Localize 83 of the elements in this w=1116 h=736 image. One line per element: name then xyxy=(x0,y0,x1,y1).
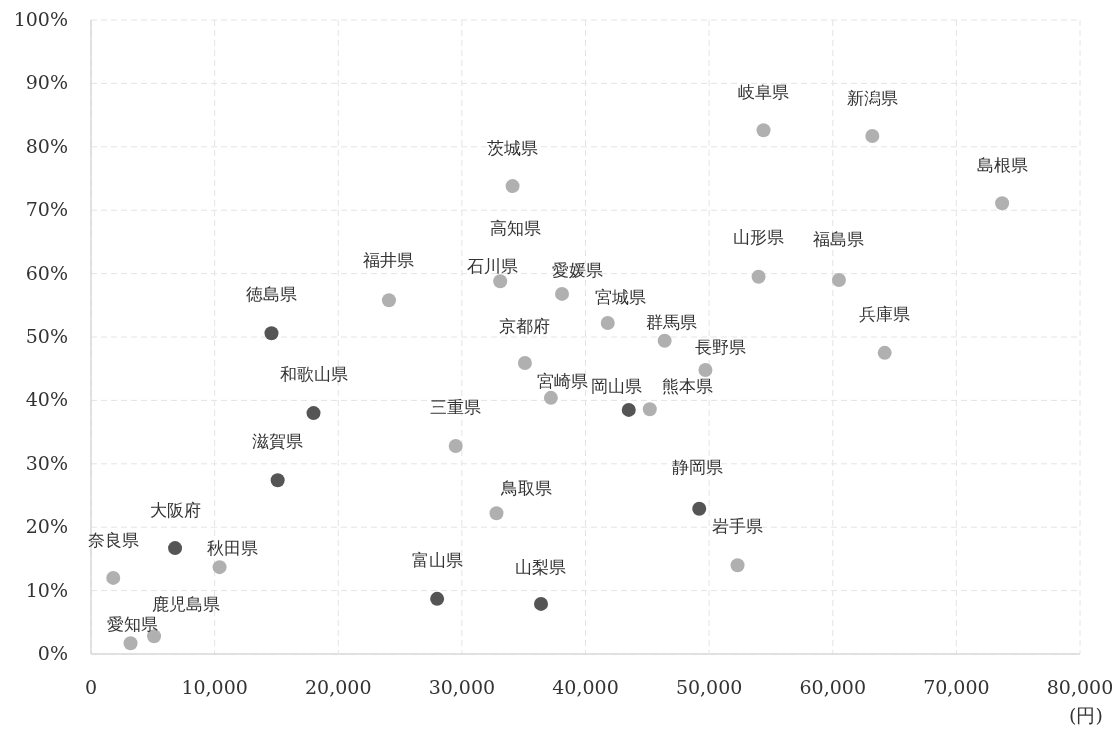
annotation: 岡山県 xyxy=(591,375,643,396)
annotation: 岐阜県 xyxy=(738,82,790,103)
annotation: 宮崎県 xyxy=(537,370,589,391)
point xyxy=(865,129,880,144)
annotation: 奈良県 xyxy=(87,529,139,550)
x-tick-label: 80,000 xyxy=(1046,676,1114,698)
point xyxy=(657,333,672,348)
y-tick-label: 40% xyxy=(25,388,68,411)
annotation: 山梨県 xyxy=(515,556,567,577)
annotation: 徳島県 xyxy=(245,284,297,305)
point xyxy=(493,274,508,289)
y-tick-label: 20% xyxy=(25,515,68,538)
x-tick-label: 10,000 xyxy=(181,676,248,698)
y-tick-label: 30% xyxy=(25,451,68,474)
point xyxy=(751,269,766,284)
point xyxy=(698,362,713,377)
point xyxy=(995,196,1010,211)
annotation: 三重県 xyxy=(430,397,482,418)
point xyxy=(264,326,279,341)
annotation: 福井県 xyxy=(363,250,415,271)
point xyxy=(448,439,463,454)
y-tick-label: 100% xyxy=(13,8,68,30)
y-tick-label: 80% xyxy=(25,134,68,157)
point xyxy=(123,636,138,651)
annotation: 滋賀県 xyxy=(252,431,304,452)
annotation: 岩手県 xyxy=(712,516,764,537)
annotation: 愛知県 xyxy=(107,614,159,635)
point xyxy=(212,560,227,575)
point xyxy=(831,272,846,287)
y-tick-label: 0% xyxy=(37,642,68,664)
annotation: 新潟県 xyxy=(846,88,898,109)
annotation: 山形県 xyxy=(733,226,785,247)
point xyxy=(168,541,183,556)
point xyxy=(756,123,771,138)
point xyxy=(106,570,121,585)
annotation: 熊本県 xyxy=(662,376,714,397)
y-tick-label: 50% xyxy=(25,325,68,347)
annotation: 静岡県 xyxy=(671,456,723,477)
annotation: 和歌山県 xyxy=(279,364,348,385)
x-tick-label: 20,000 xyxy=(305,676,372,698)
x-tick-label: 30,000 xyxy=(428,676,496,698)
point xyxy=(430,591,445,606)
annotation: 秋田県 xyxy=(207,538,259,559)
annotation: 高知県 xyxy=(489,218,541,239)
annotation: 群馬県 xyxy=(646,311,698,332)
point xyxy=(505,179,520,194)
point xyxy=(489,506,504,521)
annotation: 富山県 xyxy=(411,549,463,570)
x-tick-label: 40,000 xyxy=(552,676,619,698)
annotation: 福島県 xyxy=(813,228,865,249)
point xyxy=(621,402,636,417)
annotation: 鳥取県 xyxy=(499,478,552,499)
x-tick-label: 0 xyxy=(84,676,98,698)
x-tick-label: 50,000 xyxy=(675,676,743,698)
point xyxy=(534,596,548,611)
x-tick-label: 70,000 xyxy=(923,676,990,698)
point xyxy=(517,355,532,370)
annotation: 茨城県 xyxy=(487,138,539,159)
annotation: 石川県 xyxy=(466,256,518,277)
point xyxy=(642,402,657,417)
annotation: 大阪府 xyxy=(149,500,201,521)
annotation: 宮城県 xyxy=(595,287,647,308)
y-tick-label: 70% xyxy=(25,198,68,221)
x-tick-label: 60,000 xyxy=(799,676,866,698)
annotation: 兵庫県 xyxy=(859,303,911,324)
annotation: 京都府 xyxy=(499,315,551,336)
point xyxy=(306,406,321,421)
annotation: 鹿児島県 xyxy=(152,594,221,615)
annotation: 島根県 xyxy=(976,155,1028,176)
annotation: 長野県 xyxy=(694,336,746,357)
x-axis-title: (円) xyxy=(1069,704,1103,726)
point xyxy=(877,345,892,360)
point xyxy=(730,558,745,573)
y-tick-label: 10% xyxy=(25,578,68,601)
point xyxy=(270,473,285,488)
point xyxy=(555,286,570,301)
point xyxy=(381,293,396,308)
point xyxy=(543,390,558,405)
y-tick-label: 90% xyxy=(25,71,68,94)
y-tick-label: 60% xyxy=(25,261,68,284)
point xyxy=(600,316,615,331)
point xyxy=(692,501,707,516)
annotation: 愛媛県 xyxy=(551,259,603,280)
